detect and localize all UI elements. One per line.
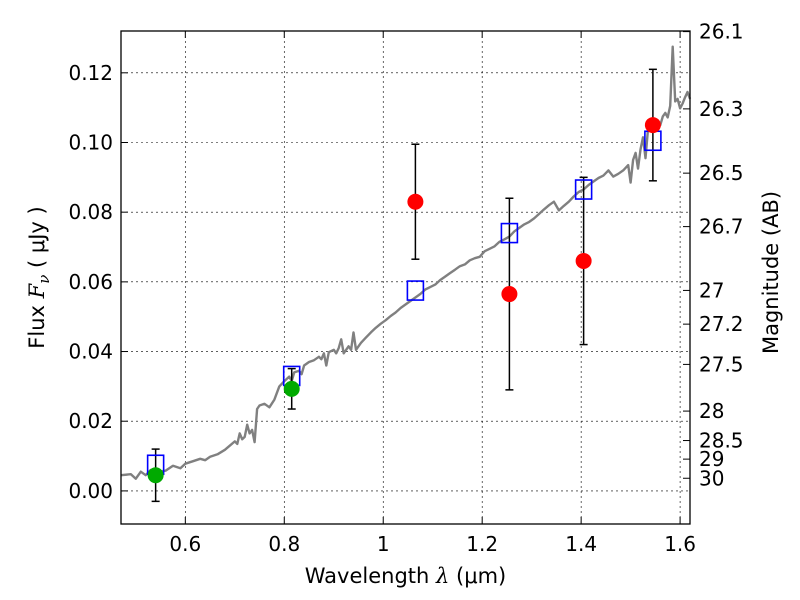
mag-tick-label: 27.5 <box>699 352 744 376</box>
y-tick-label: 0.10 <box>68 130 113 154</box>
template-spectrum <box>120 45 692 480</box>
measurement-point <box>501 286 518 303</box>
data-markers <box>146 117 662 484</box>
model-square-marker <box>500 222 519 244</box>
y-tick-label: 0.06 <box>68 270 113 294</box>
mag-tick-label: 29 <box>699 447 724 471</box>
mag-tick-label: 26.1 <box>699 20 744 44</box>
x-tick-label: 1 <box>377 532 390 556</box>
y-axis-title: Flux Fν ( μJy ) <box>25 206 53 348</box>
measurement-point <box>575 252 592 269</box>
mag-tick-label: 28.5 <box>699 429 744 453</box>
mag-tick-label: 26.3 <box>699 97 744 121</box>
y-tick-label: 0.04 <box>68 340 113 364</box>
mag-tick-label: 27.2 <box>699 312 744 336</box>
spectrum-line <box>120 45 692 480</box>
model-square-marker <box>574 179 593 200</box>
plot-frame <box>120 30 691 525</box>
mag-tick-label: 26.7 <box>699 215 744 239</box>
y-tick-label: 0.02 <box>68 409 113 433</box>
x-tick-label: 0.8 <box>268 532 300 556</box>
y-tick-label: 0.00 <box>68 479 113 503</box>
x-axis-title: Wavelength λ (μm) <box>305 564 506 588</box>
mag-tick-label: 28 <box>699 399 724 423</box>
y-tick-label: 0.08 <box>68 200 113 224</box>
model-square-marker <box>406 280 425 301</box>
mag-tick-label: 27 <box>699 278 724 302</box>
y2-axis-title: Magnitude (AB) <box>759 191 783 354</box>
measurement-point <box>644 117 661 134</box>
x-tick-label: 1.4 <box>565 532 597 556</box>
detection-point <box>147 467 164 484</box>
x-tick-label: 1.6 <box>664 532 696 556</box>
x-tick-label: 1.2 <box>466 532 498 556</box>
detection-point <box>283 380 300 397</box>
measurement-point <box>407 193 424 210</box>
mag-tick-label: 30 <box>699 466 724 490</box>
grid <box>121 31 690 524</box>
mag-tick-label: 26.5 <box>699 161 744 185</box>
axis-ticks: 0.6 0.8 1 1.2 1.4 1.6 0.00 0.02 0.04 0.06 0.08 0.10… <box>68 20 743 556</box>
y-tick-label: 0.12 <box>68 61 113 85</box>
x-tick-label: 0.6 <box>169 532 201 556</box>
